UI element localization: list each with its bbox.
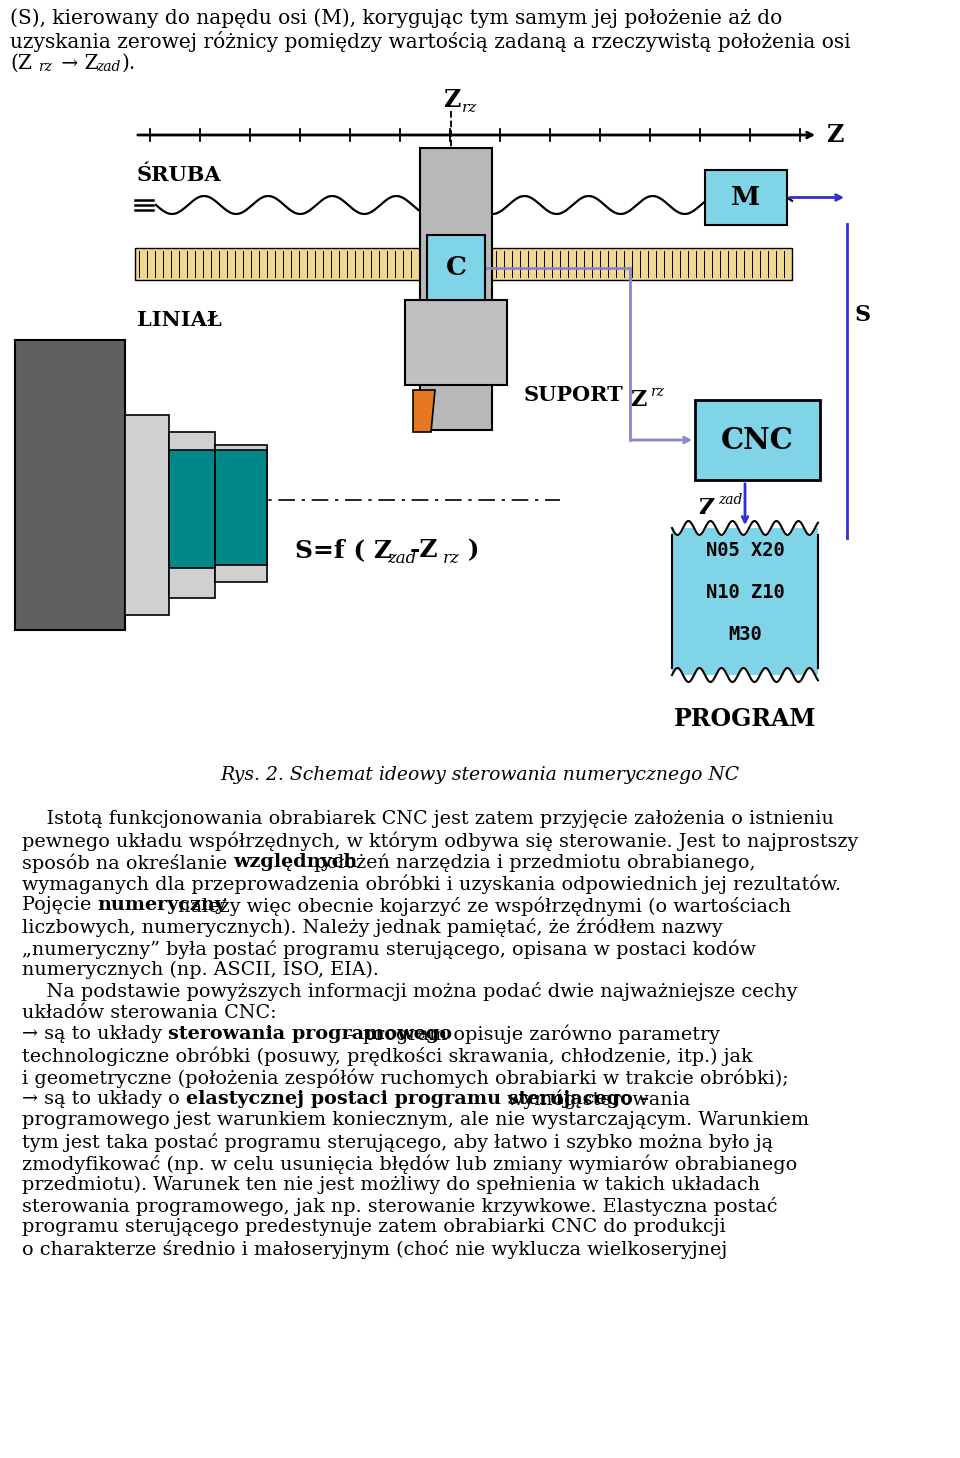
- Text: technologiczne obróbki (posuwy, prędkości skrawania, chłodzenie, itp.) jak: technologiczne obróbki (posuwy, prędkośc…: [22, 1047, 753, 1066]
- Text: N10 Z10: N10 Z10: [706, 583, 784, 602]
- Text: ŚRUBA: ŚRUBA: [137, 165, 222, 185]
- Text: LINIAŁ: LINIAŁ: [137, 311, 222, 330]
- Text: rz: rz: [38, 60, 52, 74]
- Text: o charakterze średnio i małoseryjnym (choć nie wyklucza wielkoseryjnej: o charakterze średnio i małoseryjnym (ch…: [22, 1239, 728, 1260]
- Text: → Z: → Z: [55, 54, 99, 73]
- Bar: [215, 445, 267, 582]
- Text: rz: rz: [462, 101, 477, 115]
- Text: → są to układy: → są to układy: [22, 1025, 168, 1042]
- Text: -Z: -Z: [410, 538, 439, 561]
- Text: liczbowych, numerycznych). Należy jednak pamiętać, że źródłem nazwy: liczbowych, numerycznych). Należy jednak…: [22, 917, 723, 937]
- Text: PROGRAM: PROGRAM: [674, 707, 816, 730]
- Bar: [405, 300, 507, 385]
- Text: Pojęcie: Pojęcie: [22, 897, 98, 914]
- Text: (S), kierowany do napędu osi (M), korygując tym samym jej położenie aż do: (S), kierowany do napędu osi (M), korygu…: [10, 7, 782, 28]
- Polygon shape: [413, 389, 435, 432]
- Bar: [695, 399, 820, 480]
- Text: S=f ( Z: S=f ( Z: [295, 538, 392, 561]
- Text: ).: ).: [122, 54, 136, 73]
- Bar: [215, 451, 267, 566]
- Bar: [169, 432, 215, 598]
- Text: tym jest taka postać programu sterującego, aby łatwo i szybko można było ją: tym jest taka postać programu sterująceg…: [22, 1133, 773, 1152]
- Text: M: M: [732, 185, 760, 210]
- Text: wymóg sterowania: wymóg sterowania: [501, 1089, 690, 1110]
- Text: Z: Z: [443, 87, 461, 112]
- Text: – program opisuje zarówno parametry: – program opisuje zarówno parametry: [341, 1025, 719, 1044]
- Text: zmodyfikować (np. w celu usunięcia błędów lub zmiany wymiarów obrabianego: zmodyfikować (np. w celu usunięcia błędó…: [22, 1153, 797, 1174]
- Bar: [420, 149, 492, 430]
- Text: położeń narzędzia i przedmiotu obrabianego,: położeń narzędzia i przedmiotu obrabiane…: [308, 853, 756, 872]
- Text: ): ): [459, 538, 479, 561]
- Text: numeryczny: numeryczny: [98, 897, 227, 914]
- Text: przedmiotu). Warunek ten nie jest możliwy do spełnienia w takich układach: przedmiotu). Warunek ten nie jest możliw…: [22, 1175, 760, 1194]
- Bar: [427, 235, 485, 300]
- Text: programu sterującego predestynuje zatem obrabiarki CNC do produkcji: programu sterującego predestynuje zatem …: [22, 1219, 726, 1236]
- Text: wymaganych dla przeprowadzenia obróbki i uzyskania odpowiednich jej rezultatów.: wymaganych dla przeprowadzenia obróbki i…: [22, 875, 841, 894]
- Text: programowego jest warunkiem koniecznym, ale nie wystarczającym. Warunkiem: programowego jest warunkiem koniecznym, …: [22, 1111, 809, 1128]
- Text: Rys. 2. Schemat ideowy sterowania numerycznego NC: Rys. 2. Schemat ideowy sterowania numery…: [221, 765, 739, 784]
- Text: → są to układy o: → są to układy o: [22, 1089, 186, 1108]
- Text: Z: Z: [698, 497, 714, 519]
- Text: numerycznych (np. ASCII, ISO, EIA).: numerycznych (np. ASCII, ISO, EIA).: [22, 961, 379, 978]
- Text: uzyskania zerowej różnicy pomiędzy wartością zadaną a rzeczywistą położenia osi: uzyskania zerowej różnicy pomiędzy warto…: [10, 31, 851, 52]
- Text: sposób na określanie: sposób na określanie: [22, 853, 233, 872]
- Text: CNC: CNC: [721, 426, 793, 455]
- Text: zad: zad: [718, 493, 742, 507]
- Bar: [169, 451, 215, 569]
- Bar: [672, 528, 818, 675]
- Text: elastycznej postaci programu sterującego –: elastycznej postaci programu sterującego…: [186, 1089, 649, 1108]
- Text: Z: Z: [630, 389, 646, 411]
- Bar: [705, 171, 787, 225]
- Text: SUPORT: SUPORT: [524, 385, 624, 405]
- Text: względnych: względnych: [233, 853, 358, 870]
- Text: zad: zad: [387, 550, 417, 567]
- Text: rz: rz: [443, 550, 460, 567]
- Text: Z: Z: [826, 122, 844, 147]
- Text: M30: M30: [728, 624, 762, 643]
- Text: S: S: [854, 305, 870, 327]
- Text: Na podstawie powyższych informacji można podać dwie najważniejsze cechy: Na podstawie powyższych informacji można…: [22, 983, 798, 1002]
- Text: Istotą funkcjonowania obrabiarek CNC jest zatem przyjęcie założenia o istnieniu: Istotą funkcjonowania obrabiarek CNC jes…: [22, 811, 834, 828]
- Text: sterowania programowego: sterowania programowego: [168, 1025, 452, 1042]
- Bar: [135, 248, 792, 280]
- Text: sterowania programowego, jak np. sterowanie krzywkowe. Elastyczna postać: sterowania programowego, jak np. sterowa…: [22, 1197, 778, 1216]
- Text: należy więc obecnie kojarzyć ze współrzędnymi (o wartościach: należy więc obecnie kojarzyć ze współrzę…: [173, 897, 792, 916]
- Text: rz: rz: [650, 385, 664, 399]
- Text: „numeryczny” była postać programu sterującego, opisana w postaci kodów: „numeryczny” była postać programu steruj…: [22, 939, 756, 958]
- Text: pewnego układu współrzędnych, w którym odbywa się sterowanie. Jest to najprostsz: pewnego układu współrzędnych, w którym o…: [22, 831, 858, 851]
- Text: C: C: [445, 255, 467, 280]
- Text: (Z: (Z: [10, 54, 32, 73]
- Text: układów sterowania CNC:: układów sterowania CNC:: [22, 1003, 276, 1022]
- Text: zad: zad: [96, 60, 120, 74]
- Bar: [15, 340, 125, 630]
- Text: N05 X20: N05 X20: [706, 541, 784, 560]
- Text: i geometryczne (położenia zespółów ruchomych obrabiarki w trakcie obróbki);: i geometryczne (położenia zespółów rucho…: [22, 1069, 788, 1088]
- Bar: [125, 416, 169, 615]
